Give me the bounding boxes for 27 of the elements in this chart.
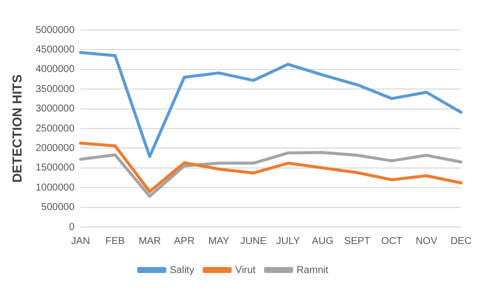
x-tick-label: JULY xyxy=(276,236,300,247)
x-tick-label: AUG xyxy=(312,236,334,247)
legend-label: Ramnit xyxy=(296,264,328,276)
x-tick-label: APR xyxy=(174,236,195,247)
x-tick-label: MAR xyxy=(138,236,161,247)
y-tick-label: 2000000 xyxy=(36,142,75,154)
y-tick-label: 0 xyxy=(68,222,75,233)
x-tick-label: FEB xyxy=(105,236,126,247)
y-tick-label: 1000000 xyxy=(36,182,75,194)
legend-label: Virut xyxy=(235,264,256,276)
y-tick-label: 4500000 xyxy=(36,44,75,56)
x-tick-label: OCT xyxy=(381,236,402,247)
legend-label: Sality xyxy=(170,264,194,276)
y-tick-label: 1500000 xyxy=(36,162,75,174)
x-tick-label: JUNE xyxy=(240,236,267,247)
y-tick-label: 3500000 xyxy=(36,84,75,95)
y-tick-label: 5000000 xyxy=(36,24,75,36)
x-tick-label: NOV xyxy=(416,236,438,247)
x-tick-label: JAN xyxy=(71,236,90,247)
y-tick-label: 3000000 xyxy=(36,104,75,115)
y-tick-label: 2500000 xyxy=(36,123,75,134)
x-tick-label: DEC xyxy=(450,236,472,247)
y-tick-label: 500000 xyxy=(41,202,75,214)
y-tick-label: 4000000 xyxy=(36,64,75,76)
x-tick-label: SEPT xyxy=(344,236,370,247)
x-tick-label: MAY xyxy=(208,236,230,247)
y-axis-title: DETECTION HITS xyxy=(9,74,24,183)
